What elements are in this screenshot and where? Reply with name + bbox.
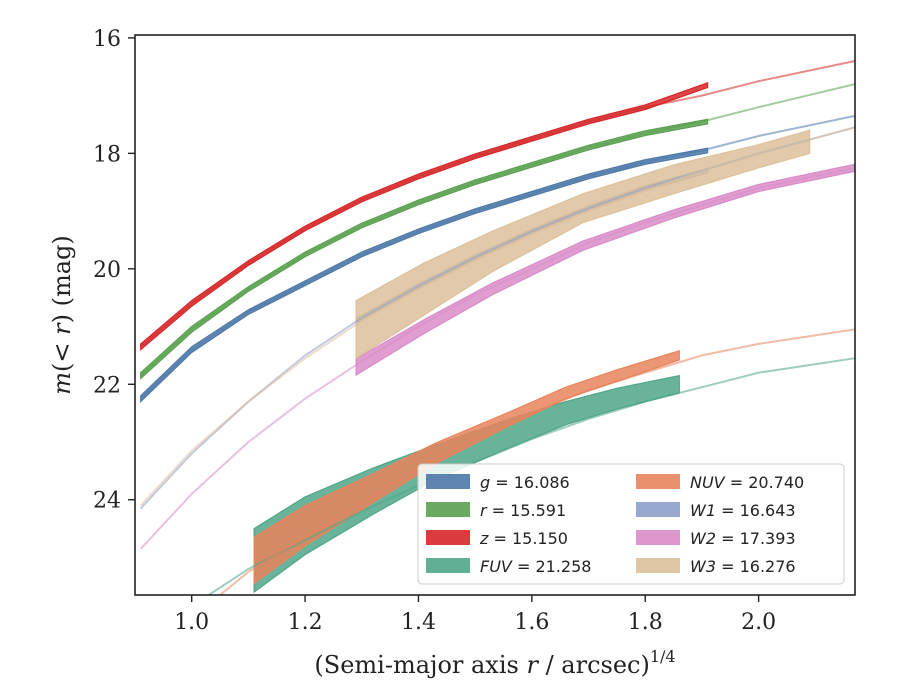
x-tick-label: 1.6: [514, 610, 549, 635]
legend-label-w1: W1 = 16.643: [690, 501, 796, 520]
legend-label-w2: W2 = 17.393: [690, 529, 796, 548]
legend-label-g: g = 16.086: [480, 473, 570, 492]
legend-swatch-r: [426, 502, 470, 517]
legend-label-z: z = 15.150: [479, 529, 568, 548]
y-tick-label: 20: [93, 258, 121, 283]
y-tick-label: 24: [93, 489, 121, 514]
model-curve-r: [140, 83, 855, 377]
model-curve-fuv: [208, 357, 855, 595]
model-curve-w3: [139, 126, 855, 507]
y-axis-title: m(< r) (mag): [48, 235, 76, 395]
y-tick-label: 16: [93, 27, 121, 52]
x-tick-label: 1.8: [628, 610, 663, 635]
x-tick-label: 1.2: [288, 610, 323, 635]
y-tick-label: 18: [93, 142, 121, 167]
legend-label-r: r = 15.591: [480, 501, 566, 520]
legend-swatch-w2: [636, 530, 680, 545]
x-tick-label: 2.0: [741, 610, 776, 635]
model-curve-nuv: [219, 328, 855, 595]
legend-label-w3: W3 = 16.276: [690, 557, 796, 576]
legend-frame: [417, 463, 845, 585]
data-band-w2: [355, 163, 855, 377]
legend: g = 16.086 r = 15.591 z = 15.150 FUV = 21.2…: [417, 463, 845, 585]
plot-frame: [134, 34, 856, 596]
data-band-w3: [355, 129, 811, 360]
legend-swatch-nuv: [636, 474, 680, 489]
legend-swatch-fuv: [426, 558, 470, 573]
tick-layer: 1.0 1.2 1.4 1.6 1.8 2.0 16 18 20 22 24: [93, 27, 776, 635]
x-tick-label: 1.0: [174, 610, 209, 635]
legend-swatch-w1: [636, 502, 680, 517]
model-layer: [139, 60, 855, 595]
model-curve-g: [140, 114, 855, 400]
band-layer: [140, 82, 855, 594]
model-curve-w2: [139, 166, 855, 550]
data-band-z: [140, 82, 709, 351]
x-axis-title: (Semi-major axis r / arcsec)1/4: [314, 647, 675, 679]
legend-swatch-g: [426, 474, 470, 489]
model-curve-z: [140, 60, 855, 348]
x-tick-label: 1.4: [401, 610, 436, 635]
data-band-g: [140, 147, 709, 404]
data-band-r: [140, 118, 709, 380]
y-tick-label: 22: [93, 373, 121, 398]
legend-swatch-z: [426, 530, 470, 545]
legend-swatch-w3: [636, 558, 680, 573]
legend-label-fuv: FUV = 21.258: [480, 557, 591, 576]
legend-label-nuv: NUV = 20.740: [690, 473, 804, 492]
